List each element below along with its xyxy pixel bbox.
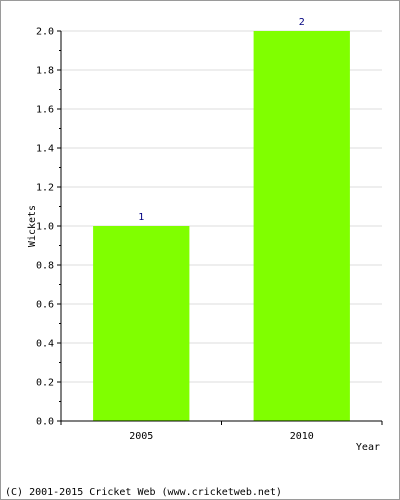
y-tick-label: 0.6 xyxy=(36,300,54,311)
x-tick-label: 2005 xyxy=(129,431,153,442)
y-tick-label: 1.4 xyxy=(36,144,54,155)
y-tick-label: 0.4 xyxy=(36,339,54,350)
data-label: 2 xyxy=(299,17,305,28)
bar xyxy=(253,31,350,421)
x-axis-label: Year xyxy=(356,442,380,453)
data-label: 1 xyxy=(138,212,144,223)
y-tick-label: 0.0 xyxy=(36,417,54,428)
x-tick-labels: 2005 2010 xyxy=(129,431,314,442)
y-tick-label: 1.2 xyxy=(36,183,54,194)
copyright-text: (C) 2001-2015 Cricket Web (www.cricketwe… xyxy=(5,487,282,498)
y-tick-label: 1.8 xyxy=(36,66,54,77)
y-tick-label: 0.2 xyxy=(36,378,54,389)
y-tick-label: 1.0 xyxy=(36,222,54,233)
y-tick-label: 0.8 xyxy=(36,261,54,272)
y-axis-label: Wickets xyxy=(27,205,38,247)
y-tick-label: 2.0 xyxy=(36,27,54,38)
data-labels: 12 xyxy=(138,17,305,223)
axes xyxy=(57,30,383,425)
y-tick-labels: 0.0 0.2 0.4 0.6 0.8 1.0 1.2 1.4 1.6 1.8 2.0 xyxy=(36,27,54,428)
x-tick-label: 2010 xyxy=(290,431,314,442)
y-tick-label: 1.6 xyxy=(36,105,54,116)
bar xyxy=(93,226,190,421)
bars xyxy=(93,31,350,421)
